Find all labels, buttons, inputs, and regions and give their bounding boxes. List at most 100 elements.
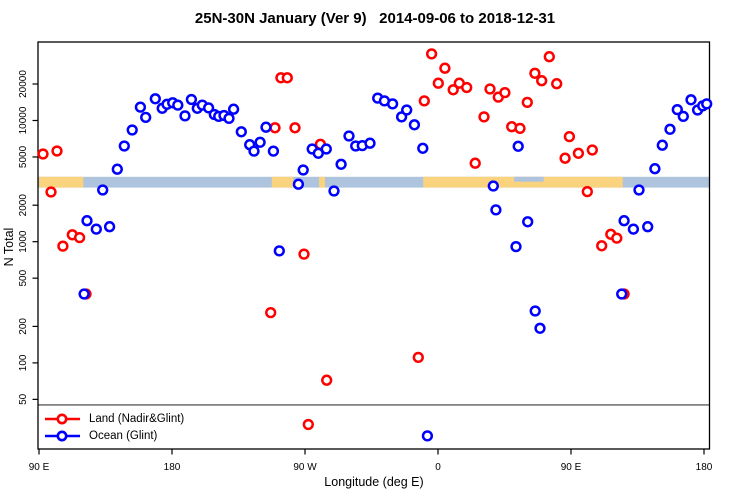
- data-point-ocean: [512, 140, 524, 152]
- data-point-ocean: [260, 121, 272, 133]
- data-point-ocean: [267, 145, 280, 157]
- data-point-ocean: [81, 215, 93, 227]
- data-point-ocean: [185, 93, 198, 106]
- plot-frame-layer: [37, 41, 711, 450]
- x-tick-label: 0: [435, 462, 441, 473]
- data-point-land: [45, 186, 57, 198]
- data-point-ocean: [297, 164, 309, 176]
- data-point-land: [469, 157, 481, 169]
- data-point-land: [418, 95, 430, 107]
- data-point-land: [551, 78, 563, 90]
- data-point-ocean: [111, 163, 123, 175]
- data-point-land: [447, 84, 459, 96]
- data-point-ocean: [273, 245, 285, 257]
- y-tick-label: 5000: [18, 145, 29, 168]
- data-point-land: [543, 51, 555, 63]
- data-point-ocean: [335, 158, 347, 170]
- data-point-ocean: [90, 223, 102, 235]
- data-point-ocean: [685, 94, 697, 106]
- data-point-land: [289, 122, 301, 134]
- x-tick-label: 90 E: [29, 462, 50, 473]
- data-point-ocean: [522, 216, 534, 228]
- data-point-land: [478, 111, 490, 123]
- data-point-land: [559, 152, 571, 164]
- legend-label-land: Land (Nadir&Glint): [89, 413, 185, 425]
- data-point-ocean: [649, 163, 661, 175]
- legend: Land (Nadir&Glint) Ocean (Glint): [44, 411, 184, 444]
- x-axis-label: Longitude (deg E): [324, 475, 423, 489]
- x-tick-label: 180: [696, 462, 713, 473]
- y-tick-label: 2000: [18, 194, 29, 217]
- water-patch-segment: [514, 176, 544, 182]
- y-tick-label: 100: [18, 354, 29, 371]
- land-strip-segment: [423, 176, 623, 188]
- data-point-land: [265, 306, 277, 319]
- x-tick-label: 90 W: [293, 462, 317, 473]
- data-point-ocean: [149, 93, 161, 105]
- x-tick-label: 180: [164, 462, 181, 473]
- y-tick-label: 200: [18, 318, 29, 335]
- y-tick-label: 1000: [18, 230, 29, 253]
- data-point-ocean: [227, 103, 240, 115]
- data-point-ocean: [401, 104, 413, 116]
- data-point-ocean: [534, 322, 546, 334]
- data-point-land: [586, 144, 598, 156]
- data-point-land: [425, 48, 438, 60]
- data-point-land: [73, 231, 86, 244]
- y-tick-label: 50: [18, 393, 29, 405]
- data-point-land: [432, 77, 444, 89]
- data-point-land: [596, 240, 608, 252]
- data-point-ocean: [656, 139, 668, 151]
- axis-ticks-layer: 90 E 180 90 W 0 90 E 180 50 100 200 500 1000 2000 50…: [18, 70, 713, 473]
- legend-symbol-ocean: [45, 430, 80, 442]
- y-tick-label: 10000: [18, 106, 29, 134]
- data-point-land: [439, 62, 451, 74]
- data-point-ocean: [248, 145, 260, 157]
- data-point-land: [412, 351, 424, 364]
- data-point-ocean: [616, 288, 628, 300]
- data-point-land: [57, 240, 69, 252]
- x-tick-label: 90 E: [561, 462, 582, 473]
- data-point-land: [484, 83, 496, 95]
- data-point-ocean: [671, 103, 683, 116]
- data-point-ocean: [642, 221, 654, 233]
- data-point-land: [514, 122, 526, 135]
- land-strip-segment: [319, 176, 325, 188]
- data-point-ocean: [487, 180, 499, 192]
- data-point-ocean: [633, 184, 645, 196]
- data-point-ocean: [179, 110, 191, 122]
- data-point-land: [302, 418, 314, 431]
- data-point-ocean: [510, 240, 522, 253]
- legend-circle-land-icon: [56, 413, 68, 425]
- data-point-ocean: [292, 178, 305, 190]
- data-points-layer: [37, 48, 713, 442]
- legend-circle-ocean-icon: [56, 430, 68, 442]
- data-point-land: [563, 130, 576, 143]
- ocean-strip-segment: [38, 176, 710, 188]
- legend-item-ocean: Ocean (Glint): [44, 428, 184, 444]
- data-point-ocean: [328, 185, 340, 197]
- data-point-ocean: [490, 204, 502, 216]
- data-point-ocean: [140, 111, 152, 124]
- data-point-ocean: [254, 136, 266, 148]
- legend-label-ocean: Ocean (Glint): [89, 430, 158, 442]
- data-point-land: [611, 232, 623, 244]
- data-point-land: [37, 148, 49, 160]
- data-point-ocean: [320, 143, 332, 155]
- data-point-ocean: [701, 98, 713, 110]
- data-point-land: [298, 248, 310, 260]
- data-point-ocean: [78, 288, 90, 300]
- data-point-land: [51, 145, 63, 157]
- y-tick-label: 500: [18, 269, 29, 286]
- data-point-land: [461, 81, 473, 94]
- data-point-land: [499, 86, 511, 99]
- land-strip-segment: [271, 176, 294, 188]
- data-point-ocean: [126, 124, 138, 136]
- land-strip-segment: [39, 176, 84, 188]
- data-point-ocean: [118, 140, 130, 152]
- data-point-land: [536, 75, 548, 87]
- data-point-land: [281, 72, 293, 84]
- data-point-land: [572, 147, 585, 159]
